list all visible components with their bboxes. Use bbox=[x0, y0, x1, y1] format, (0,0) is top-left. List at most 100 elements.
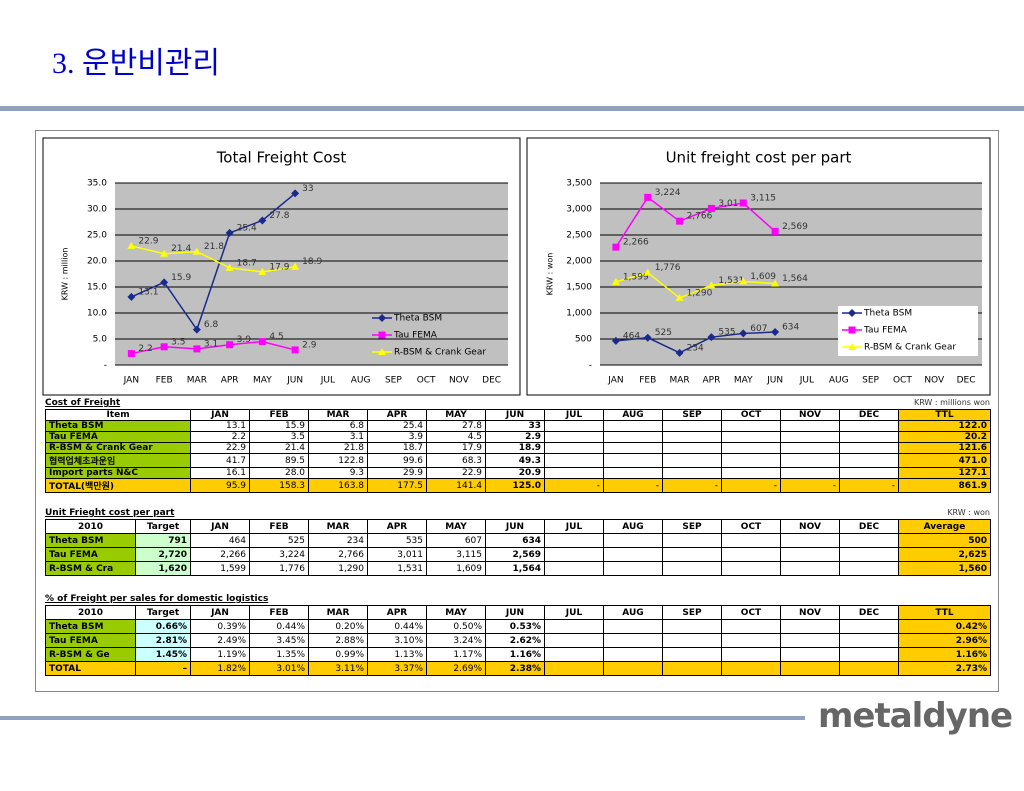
empty-cell bbox=[780, 561, 840, 576]
y-axis-label: KRW : won bbox=[546, 253, 555, 296]
empty-cell bbox=[721, 453, 782, 468]
empty-cell bbox=[839, 547, 899, 562]
table-caption: Cost of Freight bbox=[45, 398, 121, 408]
marker bbox=[192, 247, 201, 255]
marker bbox=[771, 279, 780, 287]
marker bbox=[739, 329, 748, 338]
target-cell: – bbox=[135, 661, 191, 676]
legend-marker bbox=[378, 314, 386, 322]
table-block: Cost of Freight KRW : millions won Item JAN… bbox=[44, 398, 992, 493]
value-cell: 2,266 bbox=[190, 547, 250, 562]
value-cell: 3.5 bbox=[249, 431, 310, 443]
series-line bbox=[615, 271, 776, 299]
value-cell: 22.9 bbox=[190, 442, 251, 454]
empty-cell bbox=[839, 661, 899, 676]
data-label: 3,115 bbox=[750, 194, 776, 204]
value-cell: 2.38% bbox=[485, 661, 545, 676]
row-label: R-BSM & Ge bbox=[45, 647, 136, 662]
table-unit: KRW : won bbox=[947, 508, 990, 517]
value-cell: 163.8 bbox=[308, 478, 369, 493]
empty-cell bbox=[544, 561, 604, 576]
empty-cell bbox=[662, 453, 723, 468]
data-label: 3,224 bbox=[655, 188, 681, 198]
marker bbox=[160, 343, 168, 351]
value-cell: 634 bbox=[485, 533, 545, 548]
value-cell: 21.4 bbox=[249, 442, 310, 454]
table: 2010 Target JAN FEB MAR APR MAY JUN JUL AUG SEP OCT… bbox=[45, 519, 991, 576]
x-tick-label: APR bbox=[702, 376, 720, 386]
y-tick-label: 500 bbox=[575, 335, 592, 345]
value-cell: 9.3 bbox=[308, 467, 369, 479]
value-cell: 3.9 bbox=[367, 431, 428, 443]
legend-marker bbox=[848, 309, 856, 317]
marker bbox=[127, 292, 136, 301]
empty-cell bbox=[544, 467, 605, 479]
table-row: TOTAL –1.82% 3.01% 3.11% 3.37% 2.69% 2.38% 2.73… bbox=[45, 661, 991, 676]
value-cell: 41.7 bbox=[190, 453, 251, 468]
empty-cell bbox=[839, 431, 900, 443]
data-label: 15.9 bbox=[171, 273, 191, 283]
header-cell: TTL bbox=[898, 409, 992, 421]
empty-cell bbox=[544, 547, 604, 562]
data-label: 18.7 bbox=[237, 258, 257, 268]
header-cell: JUN bbox=[485, 519, 545, 534]
table-block: Unit Frieght cost per part KRW : won 2010 T… bbox=[45, 508, 991, 576]
legend-label: Tau FEMA bbox=[393, 331, 438, 341]
chart-title: Total Freight Cost bbox=[216, 149, 347, 167]
empty-cell bbox=[721, 647, 781, 662]
series-line bbox=[131, 192, 296, 332]
empty-cell bbox=[544, 661, 604, 676]
y-tick-label: 1,500 bbox=[566, 283, 592, 293]
target-cell: 2,720 bbox=[135, 547, 191, 562]
value-cell: 1.82% bbox=[190, 661, 250, 676]
x-tick-label: JAN bbox=[607, 376, 623, 386]
value-cell: 1.13% bbox=[367, 647, 427, 662]
table-row: Import parts N&C 16.1 28.0 9.3 29.9 22.9 20.9 1… bbox=[44, 467, 992, 479]
value-cell: 1,531 bbox=[367, 561, 427, 576]
marker bbox=[258, 338, 266, 346]
empty-cell bbox=[839, 442, 900, 454]
y-tick-label: 2,500 bbox=[566, 231, 592, 241]
header-cell: MAR bbox=[308, 409, 369, 421]
data-label: 1,776 bbox=[655, 263, 681, 273]
total-cell: 861.9 bbox=[898, 478, 992, 493]
value-cell: 95.9 bbox=[190, 478, 251, 493]
header-row: 2010 Target JAN FEB MAR APR MAY JUN JUL AUG SEP OCT… bbox=[45, 605, 991, 620]
value-cell: 3.01% bbox=[249, 661, 309, 676]
table-row: Theta BSM 13.1 15.9 6.8 25.4 27.8 33 122.0 bbox=[44, 420, 992, 432]
table: 2010 Target JAN FEB MAR APR MAY JUN JUL AUG SEP OCT… bbox=[45, 605, 991, 676]
header-cell: DEC bbox=[839, 409, 900, 421]
empty-cell bbox=[721, 661, 781, 676]
value-cell: 0.44% bbox=[249, 619, 309, 634]
x-tick-label: NOV bbox=[924, 376, 945, 386]
header-cell: AUG bbox=[603, 519, 663, 534]
value-cell: 141.4 bbox=[426, 478, 487, 493]
value-cell: 3.1 bbox=[308, 431, 369, 443]
data-label: 3.1 bbox=[204, 339, 218, 349]
x-tick-label: APR bbox=[221, 376, 239, 386]
empty-cell bbox=[721, 442, 782, 454]
empty-cell bbox=[780, 442, 841, 454]
row-label: Import parts N&C bbox=[44, 467, 192, 479]
row-label: Theta BSM bbox=[45, 619, 136, 634]
header-cell: SEP bbox=[662, 519, 722, 534]
data-label: 3.5 bbox=[171, 337, 185, 347]
empty-cell bbox=[839, 533, 899, 548]
value-cell: 15.9 bbox=[249, 420, 310, 432]
value-cell: 25.4 bbox=[367, 420, 428, 432]
data-label: 607 bbox=[750, 324, 767, 334]
total-cell: 2,625 bbox=[898, 547, 991, 562]
value-cell: 29.9 bbox=[367, 467, 428, 479]
marker bbox=[127, 241, 136, 249]
empty-cell bbox=[839, 619, 899, 634]
value-cell: 2.2 bbox=[190, 431, 251, 443]
data-label: 6.8 bbox=[204, 320, 219, 330]
empty-cell bbox=[662, 633, 722, 648]
marker bbox=[291, 346, 299, 354]
empty-cell bbox=[721, 547, 781, 562]
header-cell: JAN bbox=[190, 519, 250, 534]
header-cell: SEP bbox=[662, 409, 723, 421]
empty-cell bbox=[662, 647, 722, 662]
marker bbox=[160, 249, 169, 257]
